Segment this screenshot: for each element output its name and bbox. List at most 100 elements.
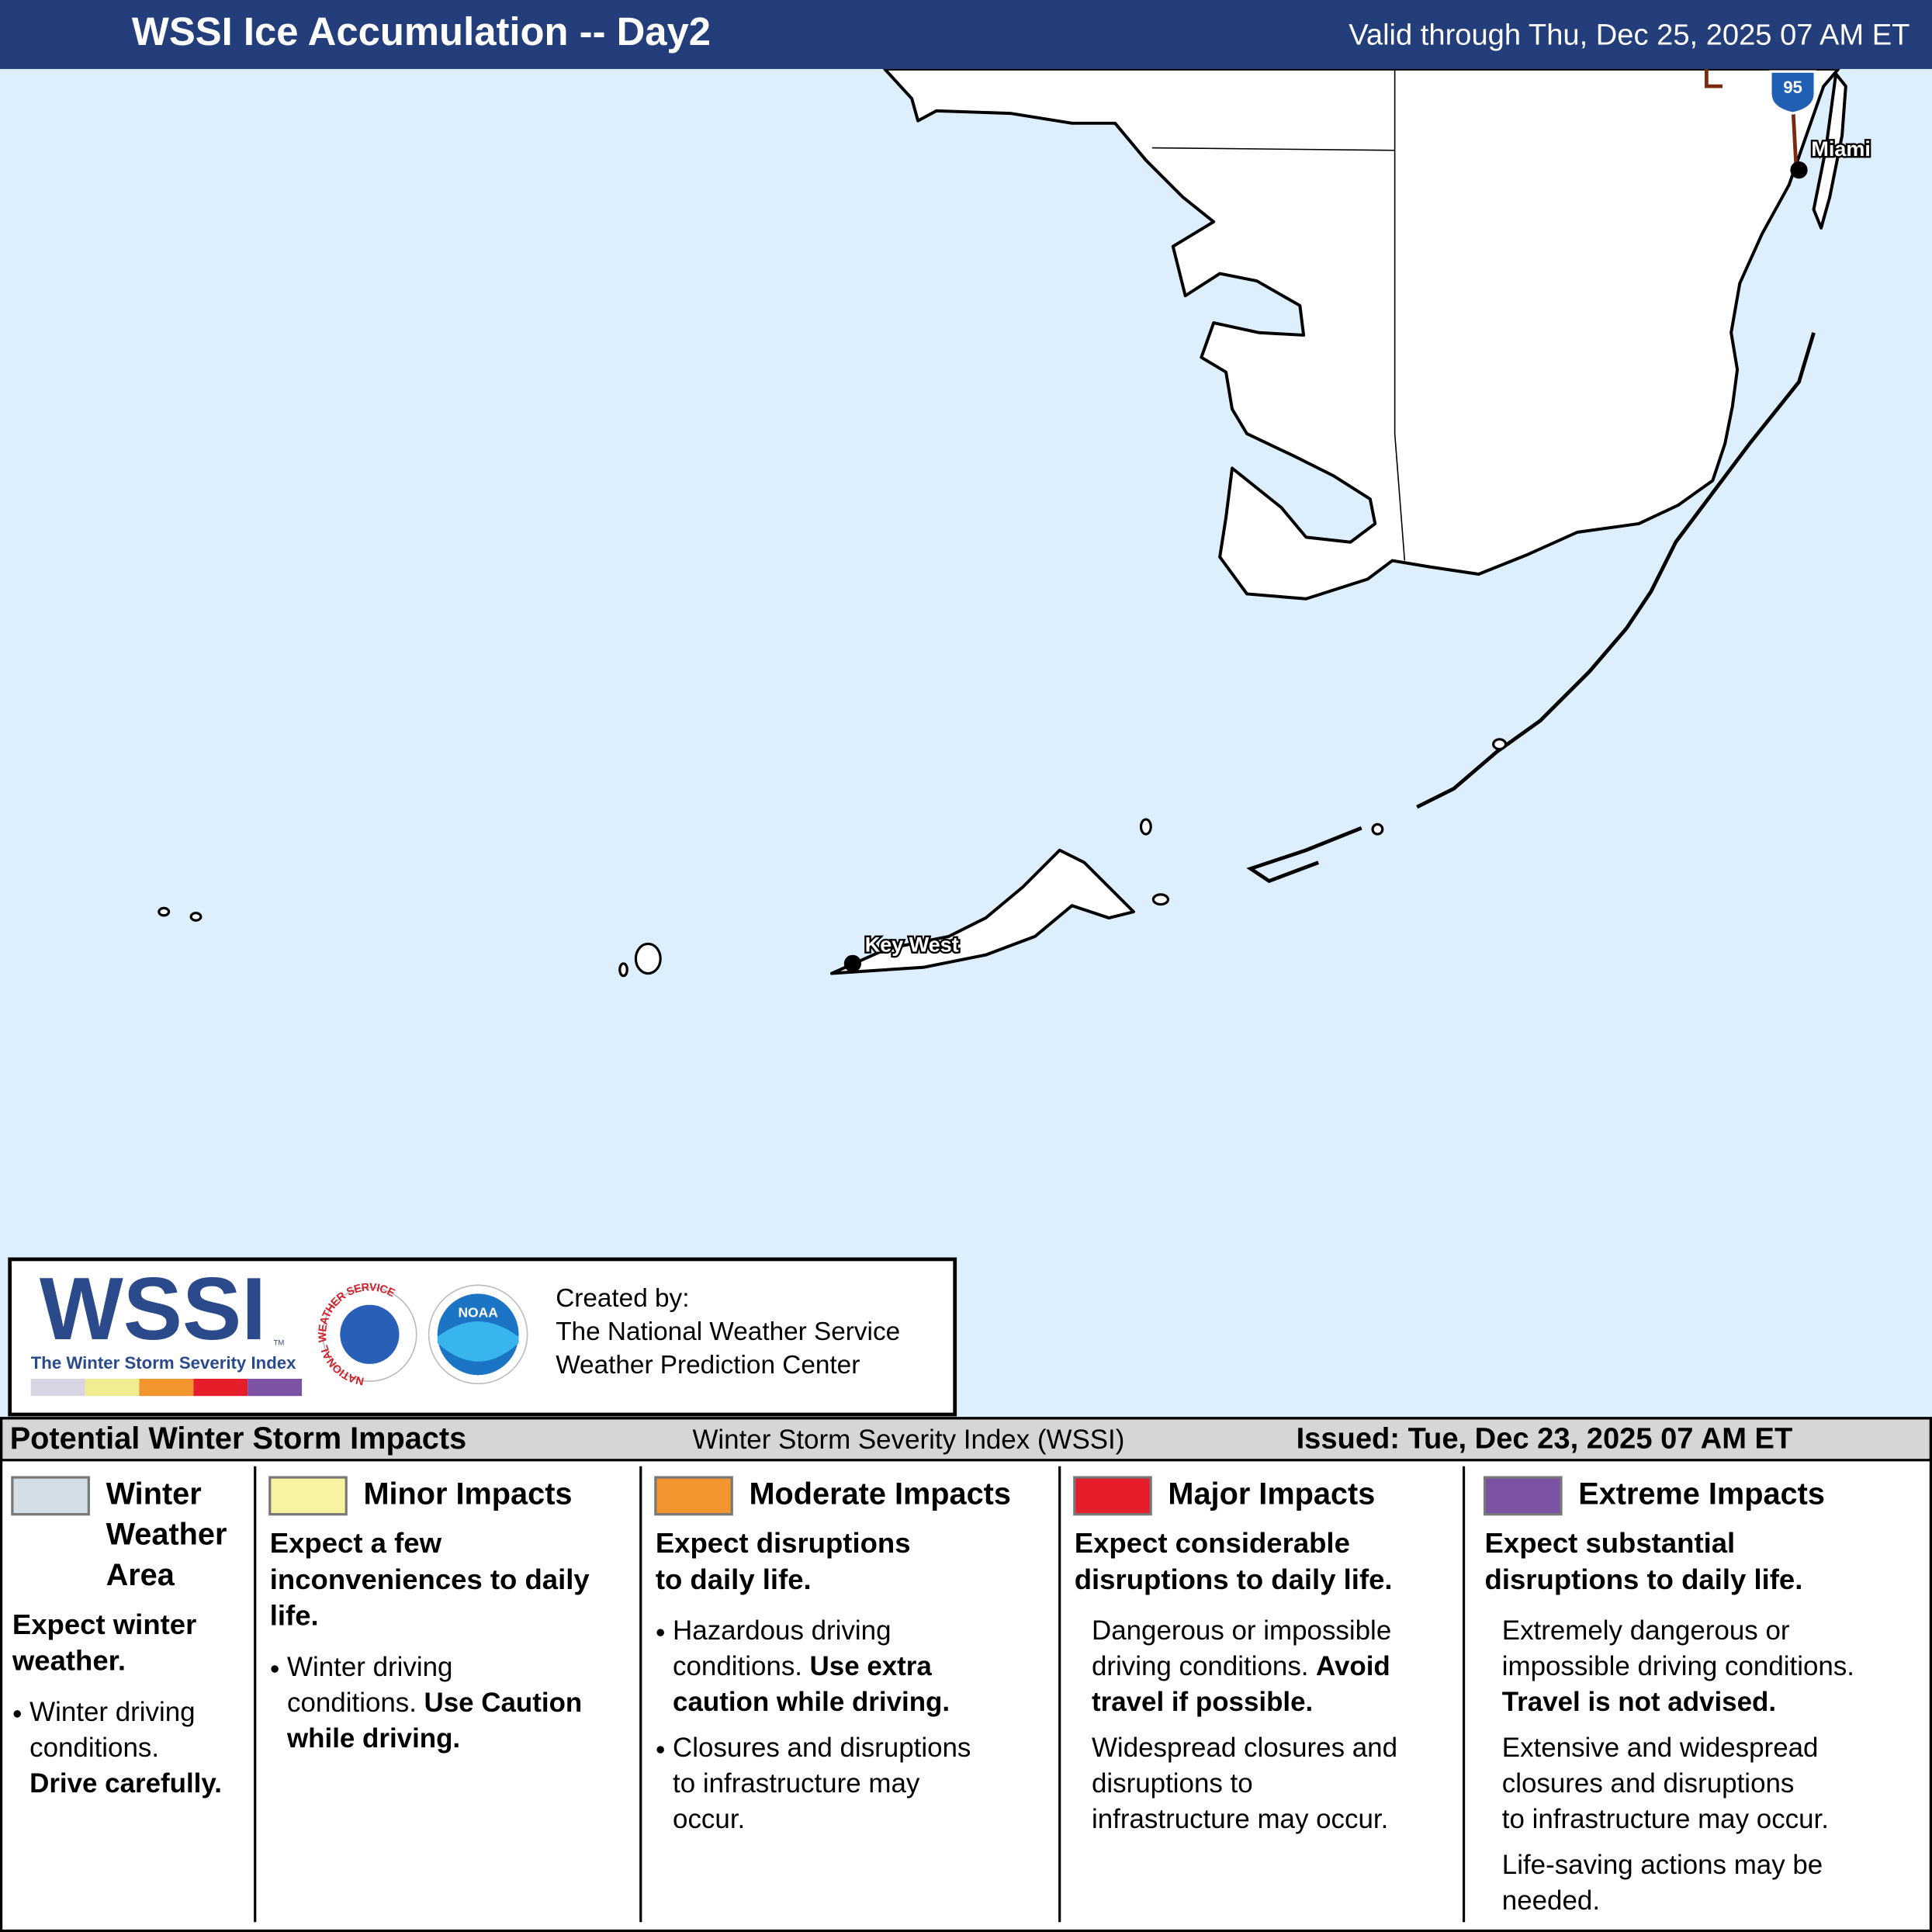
- note-segment: conditions.: [29, 1733, 159, 1763]
- impact-name: Weather: [106, 1518, 227, 1552]
- highway-number: 95: [1783, 78, 1802, 97]
- impact-note: infrastructure may occur.: [1092, 1804, 1388, 1834]
- note-segment: infrastructure may occur.: [1092, 1804, 1388, 1834]
- note-segment: while driving.: [286, 1723, 460, 1754]
- note-segment: needed.: [1502, 1885, 1600, 1916]
- note-segment: Hazardous driving: [673, 1615, 891, 1646]
- impact-name: Moderate Impacts: [750, 1477, 1011, 1511]
- island: [1371, 822, 1384, 836]
- impact-note: caution while driving.: [673, 1687, 950, 1717]
- impact-note: Drive carefully.: [29, 1768, 222, 1799]
- note-segment: Dangerous or impossible: [1092, 1615, 1391, 1646]
- credit-line: Weather Prediction Center: [556, 1351, 860, 1380]
- impact-summary: weather.: [12, 1645, 126, 1677]
- bullet: [13, 1710, 21, 1718]
- city-label: Miami: [1811, 137, 1870, 161]
- note-segment: driving conditions.: [1092, 1651, 1309, 1681]
- title: WSSI Ice Accumulation -- Day2: [132, 9, 711, 54]
- impact-summary: life.: [270, 1600, 319, 1632]
- impact-summary: Expect considerable: [1075, 1527, 1350, 1559]
- note-segment: conditions.: [673, 1651, 802, 1681]
- island: [1151, 893, 1170, 906]
- impact-note: travel if possible.: [1092, 1687, 1313, 1717]
- bullet: [656, 1629, 664, 1636]
- issued: Issued: Tue, Dec 23, 2025 07 AM ET: [1297, 1422, 1793, 1455]
- note-segment: travel if possible.: [1092, 1687, 1313, 1717]
- upper-keys: [1416, 332, 1816, 809]
- impact-summary: to daily life.: [656, 1563, 812, 1595]
- impact-summary: disruptions to daily life.: [1075, 1563, 1393, 1595]
- legend-subtitle: Winter Storm Severity Index (WSSI): [692, 1425, 1124, 1455]
- note-segment: Widespread closures and: [1092, 1733, 1397, 1763]
- island: [1139, 818, 1152, 836]
- impact-note: disruptions to: [1092, 1768, 1253, 1799]
- note-segment: Closures and disruptions: [673, 1733, 971, 1763]
- note-segment: impossible driving conditions.: [1502, 1651, 1854, 1681]
- impact-note: conditions. Use extra: [673, 1651, 932, 1681]
- note-segment: Extremely dangerous or: [1502, 1615, 1790, 1646]
- impact-note: Travel is not advised.: [1502, 1687, 1776, 1717]
- highway-line: [1791, 103, 1799, 173]
- highway-shield: [1769, 70, 1816, 115]
- city-label: Key West: [865, 933, 959, 957]
- note-segment: Extensive and widespread: [1502, 1733, 1819, 1763]
- impact-note: Hazardous driving: [673, 1615, 891, 1646]
- impact-note: occur.: [673, 1804, 745, 1834]
- barrier-island: [1812, 72, 1847, 230]
- legend-border: [0, 1417, 1932, 1932]
- note-segment: Life-saving actions may be: [1502, 1850, 1823, 1880]
- credit-line: The National Weather Service: [556, 1317, 900, 1346]
- lower-keys: [829, 848, 1135, 975]
- note-segment: Drive carefully.: [29, 1768, 222, 1799]
- city-marker: [843, 954, 862, 972]
- impact-summary: disruptions to daily life.: [1485, 1563, 1803, 1595]
- impact-note: impossible driving conditions.: [1502, 1651, 1854, 1681]
- bullet: [271, 1665, 279, 1673]
- impact-note: Winter driving: [287, 1652, 452, 1682]
- wssi-wordmark: WSSI: [40, 1260, 266, 1359]
- noaa-wave: [437, 1321, 519, 1362]
- island: [1492, 738, 1508, 751]
- impact-note: Widespread closures and: [1092, 1733, 1397, 1763]
- note-segment: Winter driving: [29, 1697, 195, 1727]
- column-dividers: [254, 1466, 1466, 1923]
- impact-note: conditions. Use Caution: [287, 1688, 582, 1718]
- credit-line: Created by:: [556, 1284, 689, 1313]
- impact-summary: Expect a few: [270, 1527, 442, 1559]
- impact-note: closures and disruptions: [1502, 1768, 1795, 1799]
- impact-swatch: [11, 1476, 90, 1516]
- impact-note: driving conditions. Avoid: [1092, 1651, 1390, 1681]
- impact-note: Life-saving actions may be: [1502, 1850, 1823, 1880]
- impact-note: Winter driving: [29, 1697, 195, 1727]
- impact-note: while driving.: [286, 1723, 460, 1754]
- impact-swatch: [268, 1476, 348, 1516]
- note-segment: Use Caution: [424, 1688, 583, 1718]
- note-segment: to infrastructure may: [673, 1768, 920, 1799]
- header-bar: [0, 0, 1932, 69]
- island: [158, 906, 171, 917]
- note-segment: Winter driving: [287, 1652, 452, 1682]
- florida-mainland: [883, 67, 1840, 601]
- note-segment: to infrastructure may occur.: [1502, 1804, 1829, 1834]
- note-segment: Travel is not advised.: [1502, 1687, 1776, 1717]
- note-segment: conditions.: [287, 1688, 417, 1718]
- note-segment: occur.: [673, 1804, 745, 1834]
- impact-summary: Expect disruptions: [656, 1527, 911, 1559]
- impact-swatch: [1073, 1476, 1152, 1516]
- impact-summary: inconveniences to daily: [270, 1563, 590, 1595]
- legend-columns: Winter Weather Area Expect winter weather. Wi…: [11, 1476, 1854, 1916]
- color-bar: [30, 1378, 303, 1397]
- impact-note: conditions.: [29, 1733, 159, 1763]
- impact-note: Extensive and widespread: [1502, 1733, 1819, 1763]
- note-segment: disruptions to: [1092, 1768, 1253, 1799]
- city-marker: [1790, 161, 1808, 179]
- island: [189, 912, 203, 922]
- legend-title: Potential Winter Storm Impacts: [10, 1421, 466, 1456]
- impact-note: to infrastructure may occur.: [1502, 1804, 1829, 1834]
- note-segment: Use extra: [810, 1651, 933, 1681]
- impact-note: Closures and disruptions: [673, 1733, 971, 1763]
- island: [618, 962, 628, 978]
- note-segment: Avoid: [1316, 1651, 1390, 1681]
- note-segment: caution while driving.: [673, 1687, 950, 1717]
